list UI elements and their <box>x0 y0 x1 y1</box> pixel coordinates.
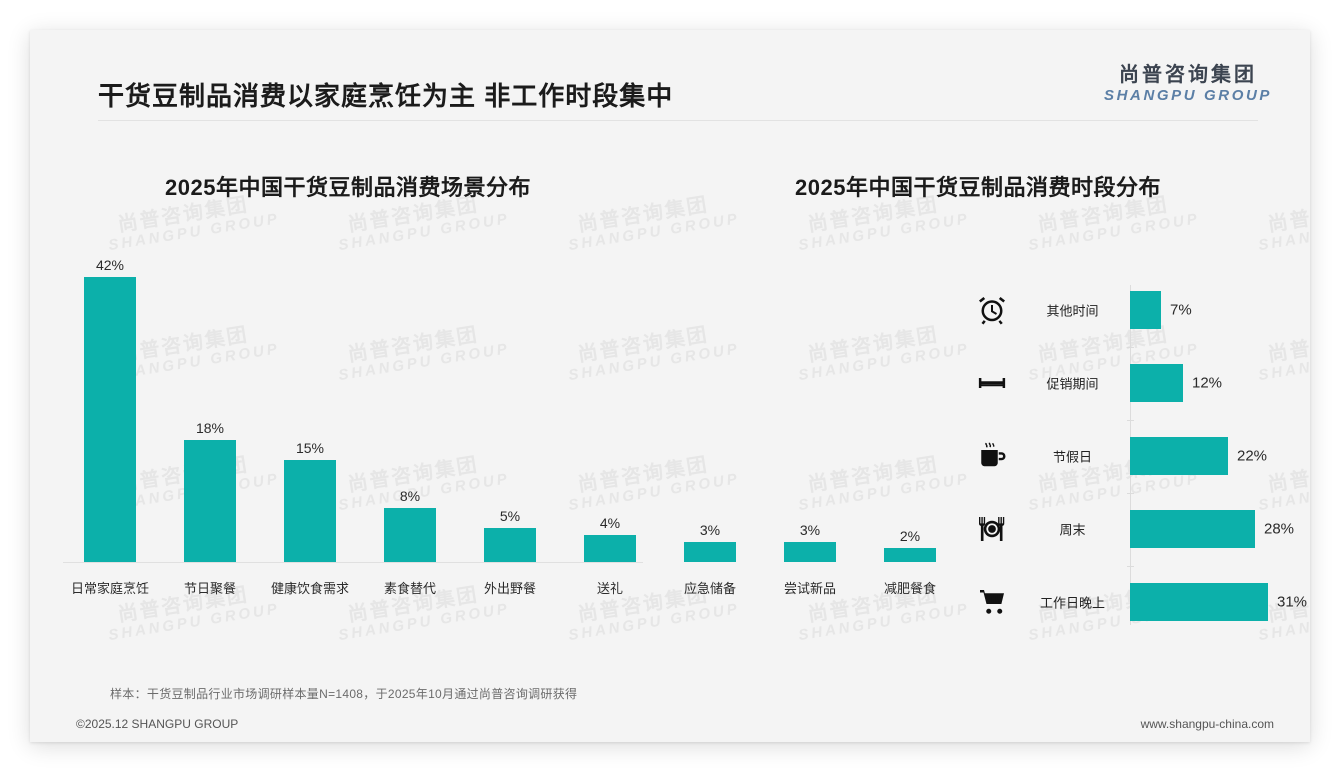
column-bar <box>884 548 936 562</box>
column-bar <box>784 542 836 562</box>
brand-logo: 尚普咨询集团 SHANGPU GROUP <box>1104 64 1272 105</box>
bar-chart-row: 周末 28% <box>930 499 1310 559</box>
column-category-label: 节日聚餐 <box>183 581 236 596</box>
column-bar <box>684 542 736 562</box>
bar-axis-tick <box>1127 420 1134 421</box>
bar-axis-tick <box>1127 566 1134 567</box>
header-divider <box>98 120 1258 121</box>
column-plot-area: 42% 18% 15% 8% 5% 4% 3% 3% 2% <box>48 240 936 570</box>
shopping-cart-icon <box>975 585 1009 619</box>
column-bar-item: 2% <box>878 529 942 562</box>
bar-chart-row: 促销期间 12% <box>930 353 1310 413</box>
column-category-label: 应急储备 <box>683 581 736 596</box>
column-bar-value: 2% <box>899 528 921 544</box>
column-category-label: 健康饮食需求 <box>270 581 349 596</box>
column-bar-item: 18% <box>178 421 242 562</box>
column-bar-item: 42% <box>78 258 142 562</box>
logo-english-text: SHANGPU GROUP <box>1104 87 1272 104</box>
horizontal-bar <box>1130 583 1268 621</box>
bar-category-label: 节假日 <box>1052 449 1092 465</box>
bar-category-label: 促销期间 <box>1046 376 1099 392</box>
horizontal-bar-value: 22% <box>1237 447 1268 465</box>
column-category-label: 日常家庭烹饪 <box>70 581 149 596</box>
horizontal-bar-value: 12% <box>1192 374 1223 392</box>
right-chart-title: 2025年中国干货豆制品消费时段分布 <box>795 175 1161 200</box>
alarm-clock-icon <box>975 293 1009 327</box>
bar-axis-tick <box>1127 347 1134 348</box>
column-bar <box>584 535 636 562</box>
bar-axis-tick <box>1127 493 1134 494</box>
column-bar-value: 42% <box>95 257 125 273</box>
column-bar-item: 4% <box>578 516 642 562</box>
column-category-label: 送礼 <box>596 581 623 596</box>
column-bar-item: 15% <box>278 441 342 562</box>
horizontal-bar <box>1130 510 1255 548</box>
horizontal-bar <box>1130 437 1228 475</box>
column-bar-item: 5% <box>478 509 542 562</box>
bar-chart-row: 其他时间 7% <box>930 280 1310 340</box>
horizontal-bar-value: 7% <box>1170 301 1192 319</box>
horizontal-bar-value: 28% <box>1264 520 1295 538</box>
sample-footnote: 样本：干货豆制品行业市场调研样本量N=1408，于2025年10月通过尚普咨询调… <box>110 687 578 701</box>
column-bar <box>84 277 136 562</box>
copyright-text: ©2025.12 SHANGPU GROUP <box>76 717 239 731</box>
column-bar-value: 15% <box>295 440 325 456</box>
column-bar-value: 5% <box>499 508 521 524</box>
bar-category-label: 工作日晚上 <box>1039 595 1105 611</box>
website-url: www.shangpu-china.com <box>1140 717 1274 731</box>
column-bar <box>484 528 536 562</box>
column-bar-item: 3% <box>678 523 742 562</box>
horizontal-bar <box>1130 364 1183 402</box>
mug-icon <box>975 439 1009 473</box>
slide-footer: ©2025.12 SHANGPU GROUP www.shangpu-china… <box>30 706 1310 742</box>
bar-chart-row: 节假日 22% <box>930 426 1310 486</box>
bed-icon <box>975 366 1009 400</box>
column-bar-value: 3% <box>799 522 821 538</box>
column-bar-value: 8% <box>399 488 421 504</box>
left-chart-title: 2025年中国干货豆制品消费场景分布 <box>165 175 531 200</box>
bar-category-label: 周末 <box>1059 522 1086 538</box>
consumption-time-bar-chart: 其他时间 7% 促销期间 12% 节假日 22% 周末 28% 工作日晚上 31% <box>930 275 1310 650</box>
column-category-label: 外出野餐 <box>483 581 536 596</box>
logo-chinese-text: 尚普咨询集团 <box>1119 64 1257 86</box>
column-bar <box>284 460 336 562</box>
column-chart-baseline <box>63 562 643 563</box>
page-title: 干货豆制品消费以家庭烹饪为主 非工作时段集中 <box>98 81 674 111</box>
column-bar <box>184 440 236 562</box>
column-bar-item: 8% <box>378 489 442 562</box>
column-category-label: 尝试新品 <box>783 581 836 596</box>
column-bar-value: 4% <box>599 515 621 531</box>
horizontal-bar <box>1130 291 1161 329</box>
column-category-label: 减肥餐食 <box>883 581 936 596</box>
plate-utensils-icon <box>975 512 1009 546</box>
consumption-scenario-column-chart: 42% 18% 15% 8% 5% 4% 3% 3% 2% 日常家庭烹饪 节日聚餐 健康饮食需求 素食… <box>48 240 936 600</box>
slide-canvas: 尚普咨询集团 SHANGPU GROUP 尚普咨询集团 SHANGPU GROUP 尚普… <box>30 30 1310 742</box>
slide-header: 干货豆制品消费以家庭烹饪为主 非工作时段集中 尚普咨询集团 SHANGPU GR… <box>30 30 1310 120</box>
column-bar-value: 3% <box>699 522 721 538</box>
column-bar-item: 3% <box>778 523 842 562</box>
bar-category-label: 其他时间 <box>1046 303 1099 319</box>
column-category-label: 素食替代 <box>383 581 436 596</box>
horizontal-bar-value: 31% <box>1277 593 1308 611</box>
column-bar-value: 18% <box>195 420 225 436</box>
column-bar <box>384 508 436 562</box>
bar-chart-row: 工作日晚上 31% <box>930 572 1310 632</box>
